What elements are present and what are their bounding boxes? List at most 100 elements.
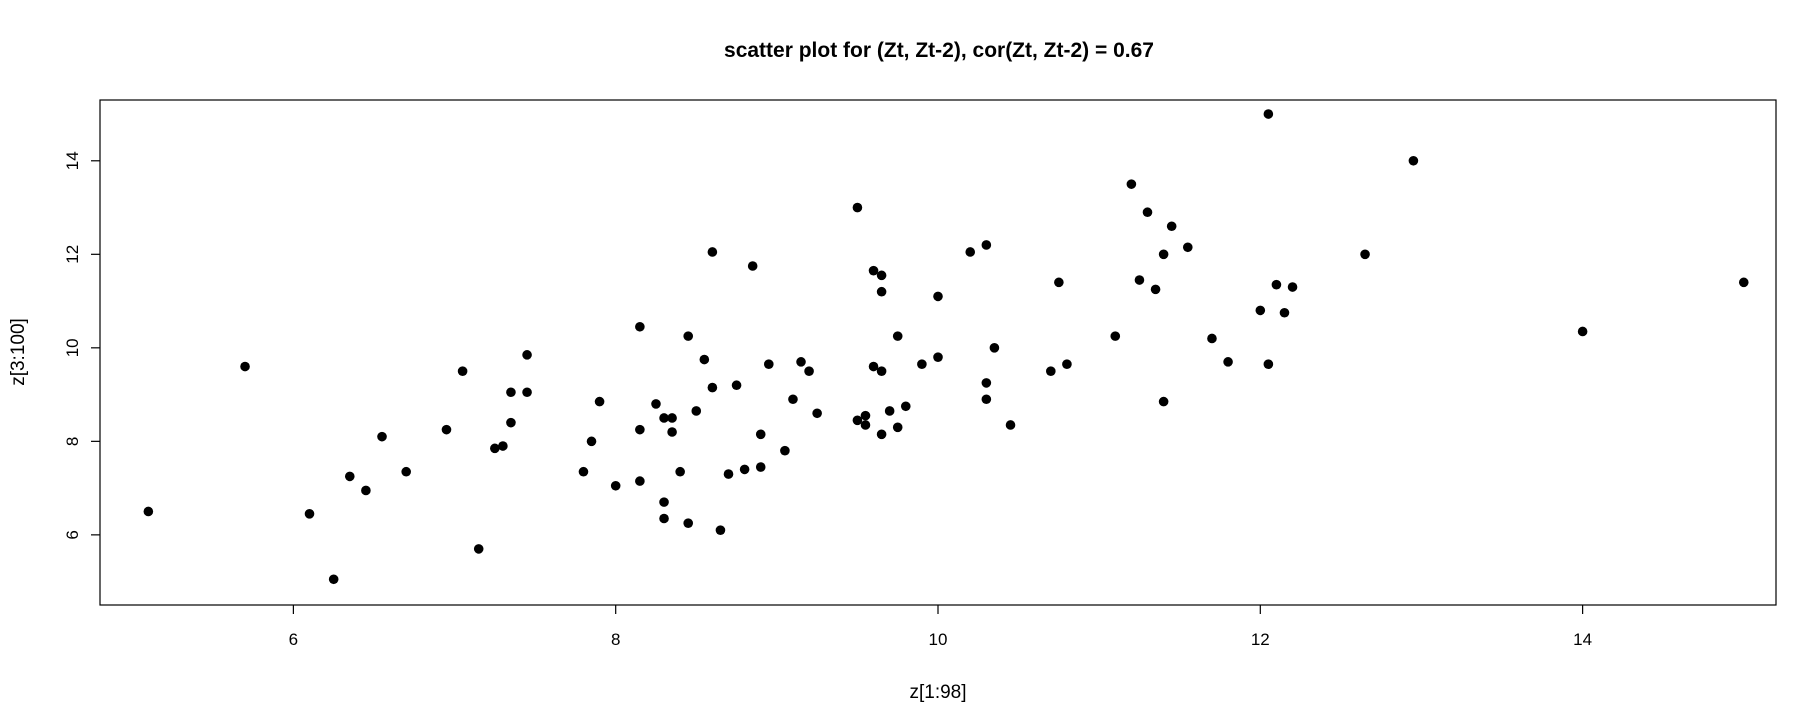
- x-tick-label: 14: [1573, 630, 1592, 649]
- data-point: [344, 471, 355, 482]
- data-point: [1408, 155, 1419, 166]
- x-tick-label: 8: [611, 630, 620, 649]
- data-point: [1142, 207, 1153, 218]
- data-point: [1054, 277, 1064, 288]
- data-point: [578, 466, 589, 477]
- data-point: [707, 247, 718, 257]
- data-point: [1738, 277, 1749, 288]
- data-points: [143, 109, 1749, 585]
- data-point: [892, 331, 903, 341]
- data-point: [868, 361, 879, 372]
- data-point: [377, 431, 387, 442]
- data-point: [667, 413, 677, 423]
- data-point: [755, 429, 766, 440]
- data-point: [884, 406, 895, 416]
- data-point: [739, 464, 750, 475]
- data-point: [917, 359, 927, 369]
- data-point: [699, 354, 710, 365]
- data-point: [1577, 326, 1588, 337]
- chart-title: scatter plot for (Zt, Zt-2), cor(Zt, Zt-…: [724, 39, 1154, 62]
- data-point: [651, 399, 661, 409]
- data-point: [143, 506, 154, 517]
- data-point: [522, 387, 532, 398]
- data-point: [1158, 249, 1169, 260]
- data-point: [981, 378, 992, 388]
- data-point: [457, 366, 468, 377]
- data-point: [860, 420, 871, 430]
- x-tick-label: 12: [1251, 630, 1270, 649]
- y-tick-label: 10: [63, 338, 82, 357]
- data-point: [586, 436, 597, 447]
- data-point: [876, 270, 887, 281]
- data-point: [1158, 396, 1169, 407]
- data-point: [876, 286, 887, 297]
- data-point: [1255, 305, 1266, 316]
- data-point: [610, 480, 621, 491]
- data-point: [401, 466, 411, 477]
- data-point: [796, 357, 806, 367]
- data-point: [1279, 307, 1290, 318]
- data-point: [755, 462, 766, 472]
- data-point: [1110, 331, 1121, 341]
- data-point: [635, 424, 645, 435]
- data-point: [594, 396, 605, 407]
- data-point: [788, 394, 798, 405]
- data-point: [1271, 279, 1282, 290]
- data-point: [659, 497, 669, 507]
- data-point: [1263, 109, 1274, 119]
- data-point: [659, 513, 669, 524]
- data-point: [763, 359, 774, 369]
- data-point: [441, 424, 452, 435]
- data-point: [852, 415, 863, 426]
- data-point: [498, 441, 508, 451]
- data-point: [892, 422, 903, 433]
- data-point: [715, 525, 726, 535]
- data-point: [1062, 359, 1072, 369]
- data-point: [667, 427, 677, 437]
- y-tick-label: 6: [63, 530, 82, 539]
- data-point: [981, 394, 992, 405]
- y-axis-label: z[3:100]: [8, 318, 29, 386]
- data-point: [780, 445, 790, 456]
- data-point: [989, 343, 1000, 353]
- data-point: [635, 321, 645, 332]
- data-point: [965, 247, 976, 257]
- data-point: [1150, 284, 1161, 295]
- data-point: [304, 509, 315, 519]
- data-point: [635, 476, 645, 486]
- data-point: [981, 240, 992, 250]
- data-point: [852, 202, 863, 213]
- data-point: [876, 366, 887, 377]
- x-tick-label: 6: [289, 630, 298, 649]
- x-axis: 6 8 10 12 14: [289, 605, 1592, 649]
- data-point: [659, 413, 669, 423]
- data-point: [683, 331, 694, 341]
- data-point: [933, 291, 943, 302]
- data-point: [1005, 420, 1016, 430]
- data-point: [683, 518, 694, 528]
- data-point: [868, 265, 879, 276]
- data-point: [1207, 333, 1217, 344]
- y-tick-label: 8: [63, 437, 82, 446]
- data-point: [490, 443, 500, 454]
- data-point: [361, 485, 371, 496]
- data-point: [675, 466, 685, 477]
- data-point: [1166, 221, 1177, 232]
- data-point: [506, 417, 516, 428]
- data-point: [707, 382, 718, 393]
- data-point: [1182, 242, 1193, 253]
- x-axis-label: z[1:98]: [909, 682, 966, 703]
- data-point: [473, 544, 484, 554]
- y-tick-label: 12: [63, 245, 82, 264]
- data-point: [1126, 179, 1137, 189]
- data-point: [1287, 282, 1298, 292]
- data-point: [876, 429, 887, 440]
- data-point: [933, 352, 943, 362]
- data-point: [1360, 249, 1370, 260]
- data-point: [812, 408, 822, 419]
- data-point: [860, 410, 871, 421]
- data-point: [1223, 357, 1233, 367]
- data-point: [1263, 359, 1274, 369]
- data-point: [804, 366, 814, 377]
